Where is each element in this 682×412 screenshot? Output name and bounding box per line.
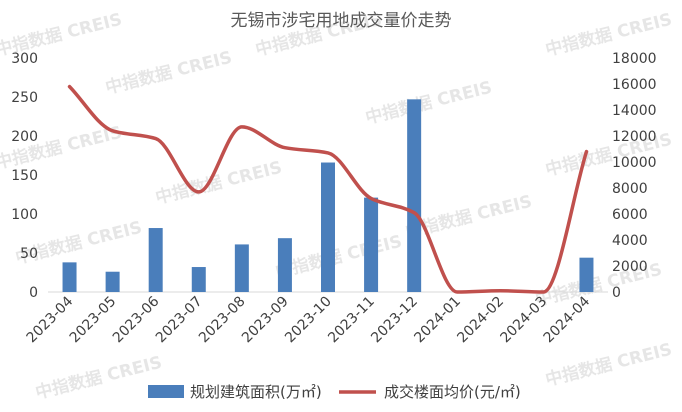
bar-2023-07 bbox=[191, 267, 206, 292]
right-tick-label: 12000 bbox=[612, 129, 657, 145]
right-tick-label: 10000 bbox=[612, 155, 657, 171]
right-tick-label: 18000 bbox=[612, 51, 657, 67]
x-tick-label: 2023-07 bbox=[153, 294, 206, 347]
bar-2024-04 bbox=[579, 257, 594, 292]
right-tick-label: 8000 bbox=[612, 181, 648, 197]
bar-2023-06 bbox=[148, 228, 163, 292]
left-tick-label: 50 bbox=[20, 246, 38, 262]
right-tick-label: 2000 bbox=[612, 259, 648, 275]
right-axis: 0 2000 4000 6000 8000 10000 12000 14000 16000 180… bbox=[612, 51, 657, 301]
watermark-text: 中指数据 CREIS bbox=[33, 352, 164, 404]
watermark-text: 中指数据 CREIS bbox=[273, 231, 404, 283]
left-tick-label: 300 bbox=[11, 51, 38, 67]
right-tick-label: 14000 bbox=[612, 103, 657, 119]
left-tick-label: 150 bbox=[11, 168, 38, 184]
watermark-text: 中指数据 CREIS bbox=[363, 77, 494, 129]
right-tick-label: 0 bbox=[612, 285, 621, 301]
x-tick-label: 2023-04 bbox=[24, 293, 77, 346]
x-tick-label: 2024-01 bbox=[411, 294, 464, 347]
x-tick-label: 2024-03 bbox=[498, 294, 551, 347]
bar-2023-10 bbox=[321, 162, 335, 292]
left-tick-label: 0 bbox=[29, 285, 38, 301]
x-tick-label: 2023-12 bbox=[368, 294, 421, 347]
legend: 规划建筑面积(万㎡) 成交楼面均价(元/㎡) bbox=[148, 383, 521, 401]
left-tick-label: 200 bbox=[11, 129, 38, 145]
bar-series bbox=[62, 99, 594, 292]
left-tick-label: 100 bbox=[11, 207, 38, 223]
x-tick-label: 2023-11 bbox=[325, 294, 378, 347]
left-axis: 0 50 100 150 200 250 300 bbox=[11, 51, 38, 301]
x-tick-label: 2023-08 bbox=[196, 294, 249, 347]
bar-2023-08 bbox=[234, 244, 249, 292]
watermark-text: 中指数据 CREIS bbox=[543, 339, 674, 391]
left-tick-label: 250 bbox=[11, 90, 38, 106]
chart-title: 无锡市涉宅用地成交量价走势 bbox=[231, 11, 452, 31]
x-tick-label: 2023-05 bbox=[67, 294, 120, 347]
legend-line-label: 成交楼面均价(元/㎡) bbox=[384, 383, 521, 401]
watermark-text: 中指数据 CREIS bbox=[103, 47, 234, 99]
x-tick-label: 2023-09 bbox=[239, 294, 292, 347]
x-tick-label: 2024-02 bbox=[454, 294, 507, 347]
x-tick-label: 2023-10 bbox=[282, 294, 335, 347]
line-series bbox=[67, 84, 589, 294]
bar-2023-05 bbox=[105, 271, 120, 292]
right-tick-label: 6000 bbox=[612, 207, 648, 223]
bar-2023-11 bbox=[364, 197, 379, 292]
bar-2023-09 bbox=[277, 238, 292, 292]
right-tick-label: 4000 bbox=[612, 233, 648, 249]
x-tick-label: 2023-06 bbox=[110, 293, 163, 346]
x-axis: 2023-042023-052023-062023-072023-082023-… bbox=[24, 293, 594, 346]
right-tick-label: 16000 bbox=[612, 77, 657, 93]
watermark-text: 中指数据 CREIS bbox=[403, 191, 534, 243]
legend-bar-swatch bbox=[148, 385, 184, 398]
legend-bar-label: 规划建筑面积(万㎡) bbox=[190, 383, 322, 401]
bar-2023-04 bbox=[62, 262, 77, 292]
bar-2023-12 bbox=[407, 99, 422, 292]
